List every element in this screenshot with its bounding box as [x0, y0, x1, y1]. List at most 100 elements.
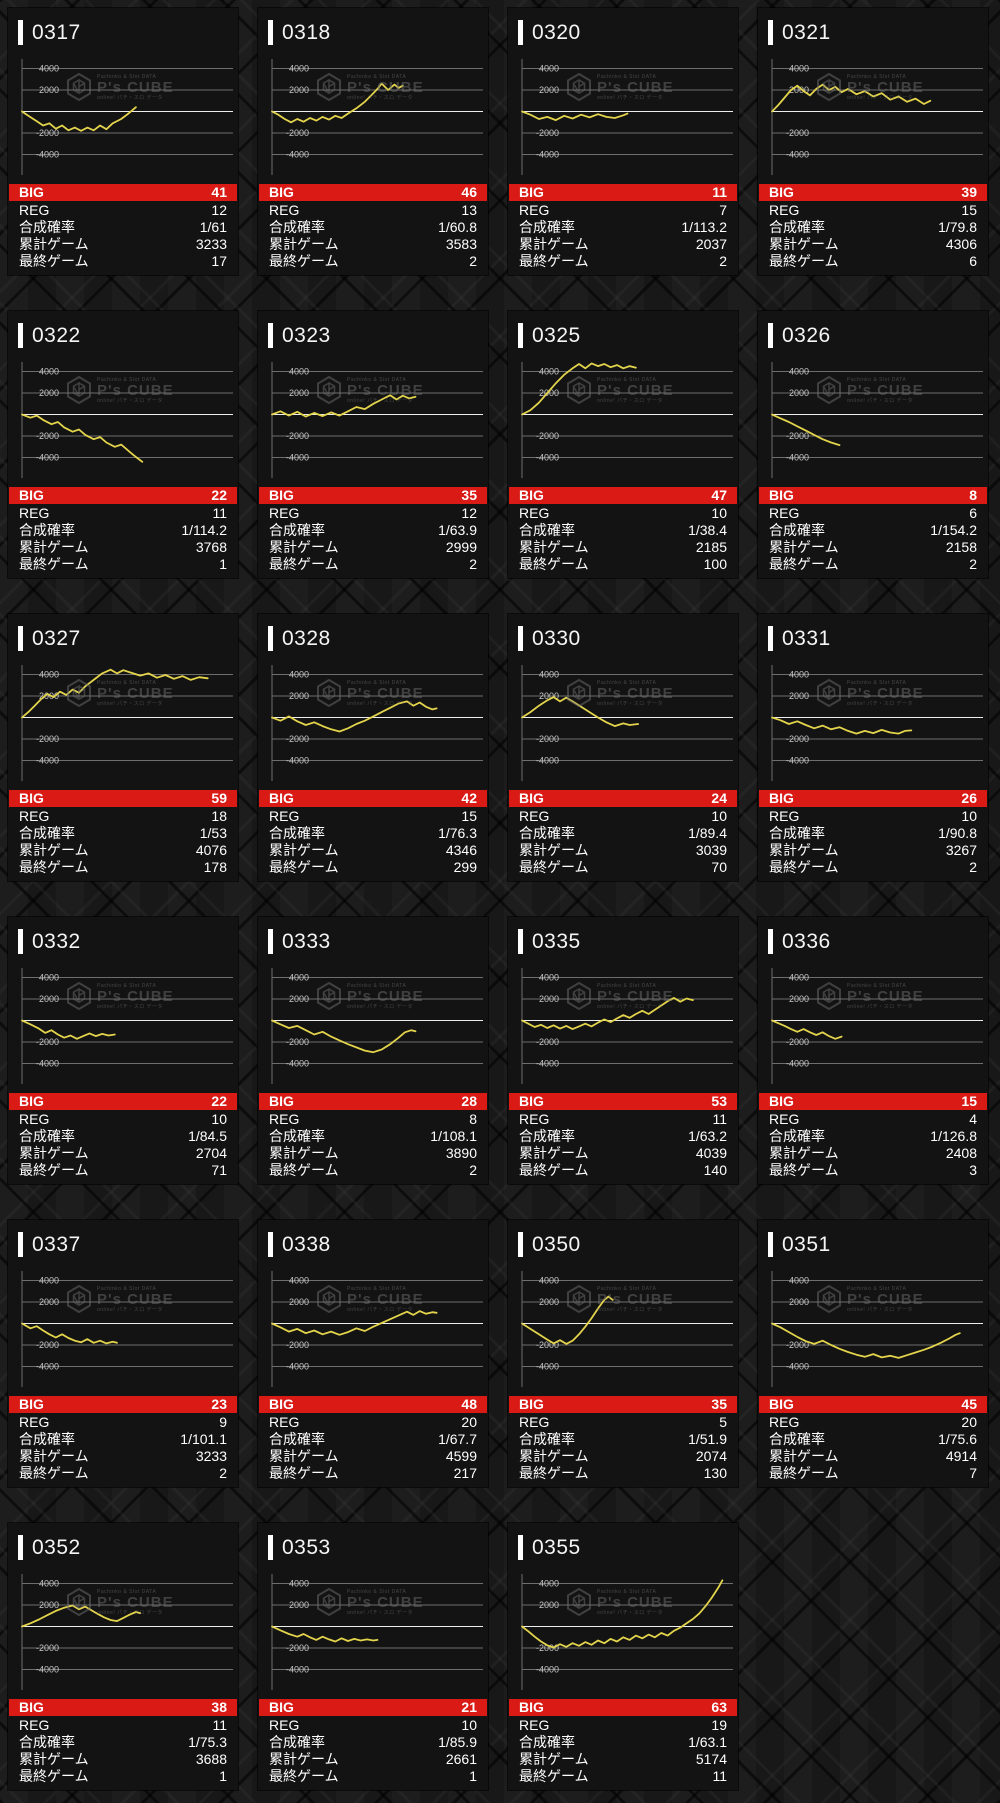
- svg-text:-2000: -2000: [286, 734, 309, 744]
- stat-row-big: BIG 22: [9, 1093, 237, 1110]
- header-accent-bar: [268, 1231, 273, 1257]
- card-header: 0327: [8, 614, 238, 653]
- stat-row-last: 最終ゲーム 6: [758, 253, 988, 270]
- reg-label: REG: [19, 808, 50, 824]
- svg-text:4000: 4000: [39, 367, 59, 377]
- machine-number: 0323: [282, 323, 331, 347]
- svg-text:2000: 2000: [539, 1297, 559, 1307]
- reg-value: 15: [961, 202, 977, 218]
- svg-text:-2000: -2000: [36, 431, 59, 441]
- slump-chart: 4000 2000 -2000 -4000 Pachinko & Slot DATA …: [508, 1268, 738, 1394]
- slump-chart: 4000 2000 -2000 -4000 Pachinko & Slot DATA …: [758, 1268, 988, 1394]
- big-label: BIG: [769, 1396, 794, 1412]
- machine-card[interactable]: 0353 4000 2000 -2000 -4000 Pachinko & Slot …: [258, 1523, 488, 1790]
- slump-chart-plot: 4000 2000 -2000 -4000: [21, 1271, 233, 1387]
- machine-card[interactable]: 0355 4000 2000 -2000 -4000 Pachinko & Slot …: [508, 1523, 738, 1790]
- stat-row-rate: 合成確率 1/63.1: [508, 1734, 738, 1751]
- machine-card[interactable]: 0352 4000 2000 -2000 -4000 Pachinko & Slot …: [8, 1523, 238, 1790]
- machine-card[interactable]: 0330 4000 2000 -2000 -4000 Pachinko & Slot …: [508, 614, 738, 881]
- rate-label: 合成確率: [769, 219, 825, 235]
- big-value: 45: [961, 1396, 977, 1412]
- header-accent-bar: [768, 625, 773, 651]
- total-label: 累計ゲーム: [519, 1751, 589, 1767]
- stat-row-big: BIG 46: [259, 184, 487, 201]
- slump-chart-plot: 4000 2000 -2000 -4000: [521, 59, 733, 175]
- stat-row-last: 最終ゲーム 70: [508, 859, 738, 876]
- machine-card[interactable]: 0323 4000 2000 -2000 -4000 Pachinko & Slot …: [258, 311, 488, 578]
- stat-row-big: BIG 39: [759, 184, 987, 201]
- stat-row-total: 累計ゲーム 3039: [508, 842, 738, 859]
- total-label: 累計ゲーム: [19, 842, 89, 858]
- svg-text:-2000: -2000: [36, 1037, 59, 1047]
- stat-row-rate: 合成確率 1/101.1: [8, 1431, 238, 1448]
- machine-card[interactable]: 0328 4000 2000 -2000 -4000 Pachinko & Slot …: [258, 614, 488, 881]
- svg-text:4000: 4000: [289, 670, 309, 680]
- svg-text:-4000: -4000: [36, 1362, 59, 1372]
- stat-row-last: 最終ゲーム 1: [258, 1768, 488, 1785]
- machine-number: 0327: [32, 626, 81, 650]
- machine-card[interactable]: 0331 4000 2000 -2000 -4000 Pachinko & Slot …: [758, 614, 988, 881]
- machine-card[interactable]: 0333 4000 2000 -2000 -4000 Pachinko & Slot …: [258, 917, 488, 1184]
- stat-row-reg: REG 10: [8, 1111, 238, 1128]
- big-label: BIG: [519, 184, 544, 200]
- svg-text:-2000: -2000: [786, 1037, 809, 1047]
- svg-text:4000: 4000: [39, 973, 59, 983]
- header-accent-bar: [518, 322, 523, 348]
- stat-row-last: 最終ゲーム 17: [8, 253, 238, 270]
- stats-table: BIG 45 REG 20 合成確率 1/75.6 累計ゲーム 4914 最終ゲ…: [758, 1396, 988, 1482]
- machine-card[interactable]: 0332 4000 2000 -2000 -4000 Pachinko & Slot …: [8, 917, 238, 1184]
- card-header: 0330: [508, 614, 738, 653]
- big-value: 15: [961, 1093, 977, 1109]
- total-value: 2704: [195, 1145, 227, 1161]
- stat-row-total: 累計ゲーム 2999: [258, 539, 488, 556]
- header-accent-bar: [18, 625, 23, 651]
- total-value: 2158: [945, 539, 977, 555]
- svg-text:-4000: -4000: [286, 1665, 309, 1675]
- svg-text:4000: 4000: [289, 1276, 309, 1286]
- machine-card[interactable]: 0317 4000 2000 -2000 -4000 Pachinko & Slot …: [8, 8, 238, 275]
- svg-text:-2000: -2000: [286, 1340, 309, 1350]
- machine-card[interactable]: 0336 4000 2000 -2000 -4000 Pachinko & Slot …: [758, 917, 988, 1184]
- stat-row-rate: 合成確率 1/75.3: [8, 1734, 238, 1751]
- card-header: 0320: [508, 8, 738, 47]
- stat-row-last: 最終ゲーム 2: [758, 859, 988, 876]
- machine-card[interactable]: 0325 4000 2000 -2000 -4000 Pachinko & Slot …: [508, 311, 738, 578]
- slump-chart-plot: 4000 2000 -2000 -4000: [771, 1271, 983, 1387]
- svg-text:-4000: -4000: [36, 150, 59, 160]
- machine-card[interactable]: 0326 4000 2000 -2000 -4000 Pachinko & Slot …: [758, 311, 988, 578]
- rate-label: 合成確率: [19, 522, 75, 538]
- machine-card[interactable]: 0351 4000 2000 -2000 -4000 Pachinko & Slot …: [758, 1220, 988, 1487]
- machine-card[interactable]: 0322 4000 2000 -2000 -4000 Pachinko & Slot …: [8, 311, 238, 578]
- svg-text:-4000: -4000: [286, 1362, 309, 1372]
- machine-card[interactable]: 0318 4000 2000 -2000 -4000 Pachinko & Slot …: [258, 8, 488, 275]
- machine-card[interactable]: 0350 4000 2000 -2000 -4000 Pachinko & Slot …: [508, 1220, 738, 1487]
- svg-text:-2000: -2000: [36, 1643, 59, 1653]
- machine-card[interactable]: 0335 4000 2000 -2000 -4000 Pachinko & Slot …: [508, 917, 738, 1184]
- svg-text:-4000: -4000: [786, 150, 809, 160]
- stat-row-total: 累計ゲーム 3233: [8, 236, 238, 253]
- stat-row-big: BIG 59: [9, 790, 237, 807]
- machine-card[interactable]: 0321 4000 2000 -2000 -4000 Pachinko & Slot …: [758, 8, 988, 275]
- machine-number: 0330: [532, 626, 581, 650]
- machine-card[interactable]: 0337 4000 2000 -2000 -4000 Pachinko & Slot …: [8, 1220, 238, 1487]
- total-label: 累計ゲーム: [769, 539, 839, 555]
- header-accent-bar: [518, 625, 523, 651]
- total-label: 累計ゲーム: [769, 1448, 839, 1464]
- machine-card[interactable]: 0338 4000 2000 -2000 -4000 Pachinko & Slot …: [258, 1220, 488, 1487]
- big-label: BIG: [519, 1093, 544, 1109]
- machine-card[interactable]: 0327 4000 2000 -2000 -4000 Pachinko & Slot …: [8, 614, 238, 881]
- stat-row-big: BIG 22: [9, 487, 237, 504]
- machine-card[interactable]: 0320 4000 2000 -2000 -4000 Pachinko & Slot …: [508, 8, 738, 275]
- stat-row-last: 最終ゲーム 71: [8, 1162, 238, 1179]
- stat-row-total: 累計ゲーム 4306: [758, 236, 988, 253]
- rate-value: 1/76.3: [438, 825, 477, 841]
- stat-row-reg: REG 10: [508, 505, 738, 522]
- last-value: 1: [219, 556, 227, 572]
- last-label: 最終ゲーム: [269, 556, 339, 572]
- slump-chart-plot: 4000 2000 -2000 -4000: [521, 1271, 733, 1387]
- reg-value: 10: [961, 808, 977, 824]
- big-label: BIG: [769, 790, 794, 806]
- rate-value: 1/79.8: [938, 219, 977, 235]
- svg-text:4000: 4000: [289, 1579, 309, 1589]
- stats-table: BIG 48 REG 20 合成確率 1/67.7 累計ゲーム 4599 最終ゲ…: [258, 1396, 488, 1482]
